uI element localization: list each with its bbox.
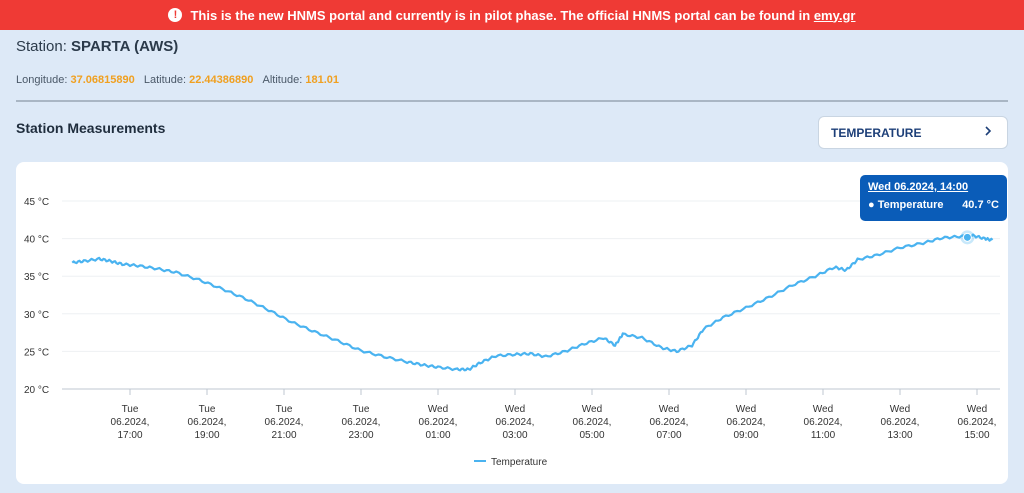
x-tick-label: Wed (428, 404, 448, 415)
longitude-value: 37.06815890 (70, 74, 135, 86)
x-tick-label: 23:00 (348, 430, 373, 441)
x-tick-label: Wed (505, 404, 525, 415)
x-tick-label: 05:00 (579, 430, 604, 441)
x-tick-label: 06.2024, (265, 417, 304, 428)
y-tick-label: 40 °C (24, 235, 49, 246)
x-tick-label: Tue (122, 404, 139, 415)
x-tick-label: 06.2024, (496, 417, 535, 428)
x-tick-label: Wed (736, 404, 756, 415)
y-tick-label: 30 °C (24, 310, 49, 321)
legend-label: Temperature (491, 457, 548, 468)
y-tick-label: 25 °C (24, 347, 49, 358)
x-tick-label: 15:00 (964, 430, 989, 441)
highlight-point (962, 232, 972, 242)
temperature-series-line (71, 233, 994, 372)
station-title: Station: SPARTA (AWS) (16, 38, 179, 55)
y-tick-label: 45 °C (24, 197, 49, 208)
x-tick-label: 06.2024, (958, 417, 997, 428)
x-tick-label: Tue (353, 404, 370, 415)
x-tick-label: 13:00 (887, 430, 912, 441)
station-name: SPARTA (AWS) (71, 38, 179, 55)
latitude-value: 22.44386890 (189, 74, 254, 86)
y-tick-label: 35 °C (24, 272, 49, 283)
x-tick-label: 03:00 (502, 430, 527, 441)
x-tick-label: 06.2024, (419, 417, 458, 428)
y-tick-label: 20 °C (24, 385, 49, 396)
x-tick-label: Tue (199, 404, 216, 415)
x-tick-label: 06.2024, (804, 417, 843, 428)
x-tick-label: 17:00 (117, 430, 142, 441)
tooltip-value: 40.7 °C (962, 199, 999, 211)
info-icon: ! (168, 8, 183, 22)
x-tick-label: Wed (582, 404, 602, 415)
divider (16, 100, 1008, 102)
tooltip-series: ● Temperature (868, 199, 944, 211)
chart-tooltip: Wed 06.2024, 14:00 ● Temperature 40.7 °C (860, 175, 1007, 221)
chart-card (16, 162, 1008, 484)
section-title: Station Measurements (16, 120, 166, 136)
x-tick-label: 06.2024, (727, 417, 766, 428)
emy-link[interactable]: emy.gr (813, 7, 856, 23)
variable-select[interactable]: TEMPERATURE (818, 116, 1008, 149)
altitude-value: 181.01 (305, 74, 339, 86)
x-tick-label: 07:00 (656, 430, 681, 441)
x-tick-label: 01:00 (425, 430, 450, 441)
variable-select-value: TEMPERATURE (831, 125, 922, 140)
tooltip-title: Wed 06.2024, 14:00 (868, 181, 969, 193)
x-tick-label: Wed (659, 404, 679, 415)
pilot-banner: ! This is the new HNMS portal and curren… (0, 0, 1024, 30)
x-tick-label: 06.2024, (881, 417, 920, 428)
x-tick-label: Wed (967, 404, 987, 415)
x-tick-label: 06.2024, (188, 417, 227, 428)
x-tick-label: 11:00 (811, 430, 836, 441)
x-tick-label: 06.2024, (111, 417, 150, 428)
x-tick-label: 09:00 (733, 430, 758, 441)
x-tick-label: 06.2024, (573, 417, 612, 428)
station-coordinates: Longitude: 37.06815890 Latitude: 22.4438… (16, 74, 339, 86)
chevron-right-icon (983, 125, 993, 140)
x-tick-label: 06.2024, (342, 417, 381, 428)
x-tick-label: 06.2024, (650, 417, 689, 428)
x-tick-label: Wed (813, 404, 833, 415)
x-tick-label: Tue (276, 404, 293, 415)
banner-text: This is the new HNMS portal and currentl… (190, 7, 856, 23)
x-tick-label: Wed (890, 404, 910, 415)
x-tick-label: 19:00 (194, 430, 219, 441)
x-tick-label: 21:00 (271, 430, 296, 441)
